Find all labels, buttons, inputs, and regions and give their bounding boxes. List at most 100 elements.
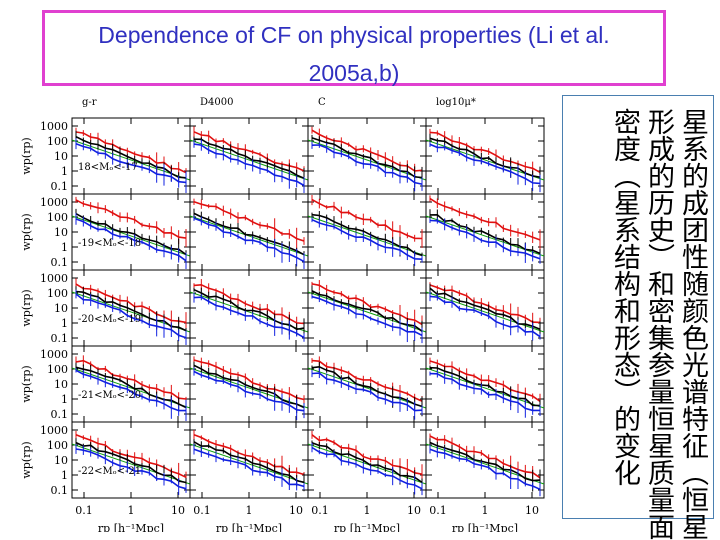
reference-line (425, 367, 545, 409)
column-label: C (318, 97, 326, 108)
reference-line (189, 291, 309, 333)
data-series-line (75, 218, 187, 262)
magnitude-bin-label: -20<Mₒ<-19 (78, 314, 141, 325)
title-box: Dependence of CF on physical properties … (42, 10, 666, 86)
magnitude-bin-label: -22<Mₒ<-21 (78, 466, 141, 477)
y-tick-label: 1 (61, 165, 68, 178)
title-line-2: 2005a,b) (308, 60, 400, 86)
x-tick-label: 0.1 (193, 504, 211, 517)
data-series-line (429, 435, 541, 479)
data-series-line (311, 372, 423, 412)
data-series-line (193, 138, 305, 179)
x-tick-label: 10 (407, 504, 421, 517)
panel-frame (189, 269, 309, 347)
data-series-line (193, 296, 305, 339)
panel-frame (425, 117, 545, 195)
data-series-line (429, 131, 541, 174)
x-tick-label: 1 (482, 504, 489, 517)
data-series-line (193, 434, 305, 476)
title-line-1: Dependence of CF on physical properties … (98, 22, 610, 48)
data-series-line (429, 441, 541, 482)
reference-line (189, 443, 309, 485)
x-axis-label: rp [h⁻¹Mpc] (452, 522, 518, 532)
data-series-line (311, 290, 423, 332)
data-series-line (193, 370, 305, 412)
reference-line (307, 367, 427, 409)
x-axis-label: rp [h⁻¹Mpc] (334, 522, 400, 532)
data-series-line (193, 359, 305, 401)
x-tick-label: 10 (289, 504, 303, 517)
data-series-line (75, 433, 187, 479)
data-series-line (193, 212, 305, 256)
x-tick-label: 0.1 (75, 504, 93, 517)
reference-line (71, 215, 191, 257)
x-tick-label: 0.1 (311, 504, 329, 517)
panel-frame (71, 117, 191, 195)
data-series-line (311, 213, 423, 257)
panel-frame (307, 193, 427, 271)
y-tick-label: 1000 (40, 272, 68, 285)
data-series-line (75, 441, 187, 484)
data-series-line (311, 129, 423, 172)
data-series-line (75, 143, 187, 184)
data-series-line (193, 283, 305, 325)
y-axis-label: wp(rp) (20, 365, 33, 402)
data-series-line (193, 131, 305, 172)
data-series-line (429, 284, 541, 324)
magnitude-bin-label: 18<Mₒ<-17 (78, 162, 138, 173)
y-tick-label: 1 (61, 317, 68, 330)
y-axis-label: wp(rp) (20, 137, 33, 174)
data-series-line (75, 290, 187, 332)
y-tick-label: 100 (47, 211, 68, 224)
magnitude-bin-label: -21<Mₒ<-20 (78, 390, 141, 401)
data-series-line (75, 369, 186, 412)
panel-frame (307, 345, 427, 423)
y-tick-label: 1000 (40, 120, 68, 133)
reference-line (307, 291, 427, 333)
data-series-line (311, 365, 423, 408)
y-tick-label: 0.1 (51, 484, 69, 497)
caption-column-1: 星系的成团性随颜色光谱特征（恒星 (677, 108, 708, 540)
chinese-caption-panel: 星系的成团性随颜色光谱特征（恒星 形成的历史）和密集参量恒星质量面 密度（星系结… (562, 95, 714, 540)
x-tick-label: 0.1 (429, 504, 447, 517)
y-tick-label: 1 (61, 469, 68, 482)
reference-line (307, 139, 427, 181)
panel-frame (189, 421, 309, 499)
column-label: g-r (82, 97, 97, 108)
reference-line (71, 443, 191, 485)
data-series-line (193, 448, 305, 488)
data-series-line (429, 448, 541, 491)
reference-line (189, 367, 309, 409)
data-series-line (75, 293, 187, 339)
data-series-line (311, 218, 423, 260)
data-series-line (311, 359, 423, 402)
y-tick-label: 10 (54, 454, 68, 467)
x-tick-label: 10 (171, 504, 185, 517)
data-series-line (193, 201, 305, 242)
y-tick-label: 0.1 (51, 408, 69, 421)
y-tick-label: 10 (54, 302, 68, 315)
y-tick-label: 100 (47, 287, 68, 300)
data-series-line (429, 143, 541, 185)
panel-frame (307, 421, 427, 499)
data-series-line (429, 295, 541, 338)
panel-frame (189, 117, 309, 195)
data-series-line (193, 217, 305, 263)
data-series-line (193, 364, 305, 409)
data-series-line (311, 441, 423, 484)
panel-frame (425, 345, 545, 423)
y-tick-label: 0.1 (51, 180, 69, 193)
caption-column-3: 密度（星系结构和形态）的变化 (609, 108, 640, 486)
data-series-line (75, 212, 187, 256)
x-axis-label: rp [h⁻¹Mpc] (216, 522, 282, 532)
data-series-line (429, 287, 541, 330)
y-tick-label: 1 (61, 393, 68, 406)
panel-frame (71, 345, 191, 423)
data-series-line (75, 283, 187, 324)
reference-line (189, 139, 309, 181)
data-series-line (75, 359, 187, 400)
data-series-line (311, 144, 423, 185)
data-series-line (75, 135, 187, 179)
reference-line (307, 215, 427, 257)
panel-frame (307, 117, 427, 195)
